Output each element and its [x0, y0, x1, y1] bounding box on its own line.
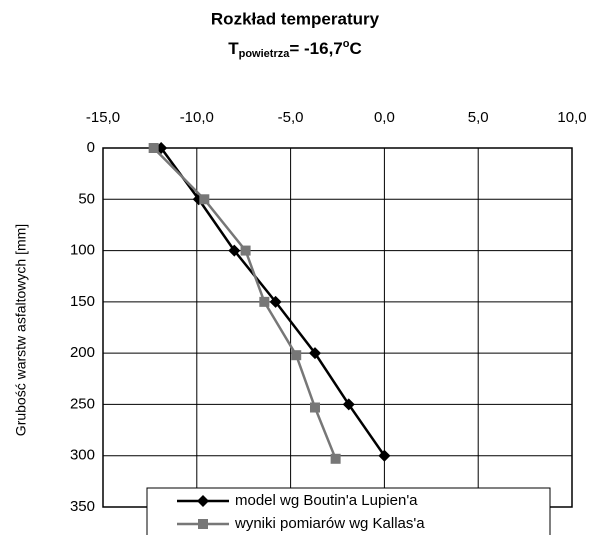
marker [148, 143, 159, 153]
y-axis-label: Grubość warstw asfaltowych [mm] [13, 224, 29, 436]
subtitle-part: = -16,7 [289, 39, 342, 58]
marker [330, 453, 341, 464]
legend-label: model wg Boutin'a Lupien'a [235, 492, 418, 509]
chart-subtitle: Tpowietrza= -16,7oC [228, 38, 362, 60]
marker [240, 245, 251, 256]
subtitle-part: T [228, 39, 239, 58]
subtitle-subscript: powietrza [239, 48, 291, 60]
marker [199, 194, 210, 205]
x-tick-label: 5,0 [468, 109, 489, 126]
marker [197, 495, 209, 507]
y-tick-label: 350 [70, 498, 95, 515]
plot-frame [102, 147, 573, 508]
y-tick-label: 50 [78, 190, 95, 207]
x-tick-label: 10,0 [557, 109, 586, 126]
y-tick-label: 250 [70, 395, 95, 412]
chart-title: Rozkład temperatury [211, 9, 380, 28]
marker [228, 244, 241, 257]
marker [308, 347, 321, 360]
marker [309, 402, 320, 413]
x-tick-label: -10,0 [180, 109, 214, 126]
subtitle-part: C [349, 39, 361, 58]
marker [342, 398, 355, 411]
series-line [152, 147, 337, 460]
legend-label: wyniki pomiarów wg Kallas'a [234, 515, 425, 532]
x-tick-label: 0,0 [374, 109, 395, 126]
legend: model wg Boutin'a Lupien'a wyniki pomiaró… [146, 487, 551, 535]
y-tick-label: 0 [87, 139, 95, 156]
y-tick-label: 100 [70, 242, 95, 259]
marker [378, 449, 391, 462]
marker [269, 295, 282, 308]
y-tick-label: 300 [70, 447, 95, 464]
legend-box [146, 487, 551, 535]
marker [291, 350, 302, 361]
y-tick-label: 150 [70, 293, 95, 310]
subtitle-superscript: o [343, 38, 350, 50]
y-tick-label: 200 [70, 344, 95, 361]
marker [259, 296, 270, 307]
x-tick-label: -5,0 [278, 109, 304, 126]
marker [198, 519, 208, 529]
x-tick-label: -15,0 [86, 109, 120, 126]
